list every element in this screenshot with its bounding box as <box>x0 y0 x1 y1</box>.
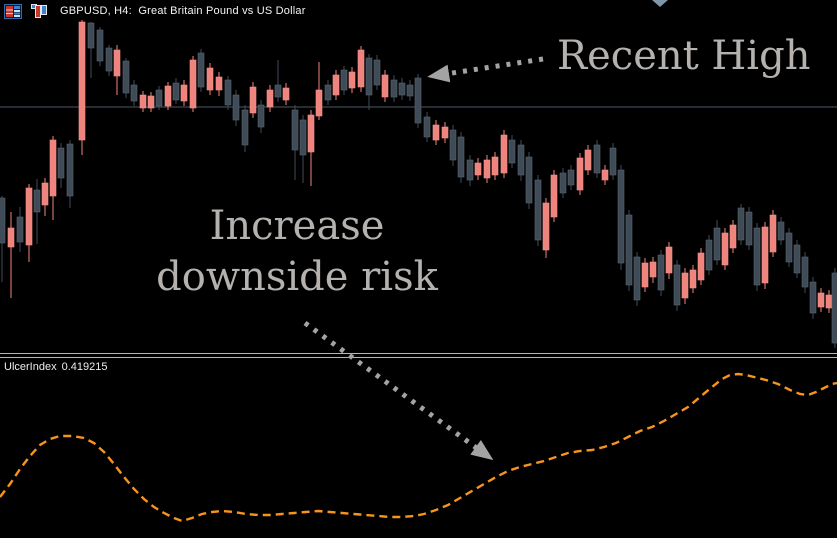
downside-risk-line2: downside risk <box>156 254 438 300</box>
chart-bars-icon[interactable] <box>31 3 49 19</box>
downside-risk-line1: Increase <box>209 203 385 249</box>
indicator-value: 0.419215 <box>61 361 108 373</box>
recent-high-label: Recent High <box>557 33 811 79</box>
chart-title-bar: GBPUSD, H4: Great Britain Pound vs US Do… <box>4 3 306 19</box>
downside-risk-arrow <box>303 320 494 461</box>
chart-shift-marker[interactable] <box>652 0 668 7</box>
candles-and-indicator-layer <box>0 20 837 523</box>
downside-risk-label: Increase downside risk <box>138 201 456 303</box>
chart-title: GBPUSD, H4: Great Britain Pound vs US Do… <box>60 5 306 17</box>
recent-high-arrow <box>427 56 544 83</box>
indicator-label: UlcerIndex 0.419215 <box>4 361 107 373</box>
pane-divider[interactable] <box>0 353 837 358</box>
indicator-name: UlcerIndex <box>4 361 57 373</box>
market-watch-icon[interactable] <box>4 3 22 19</box>
